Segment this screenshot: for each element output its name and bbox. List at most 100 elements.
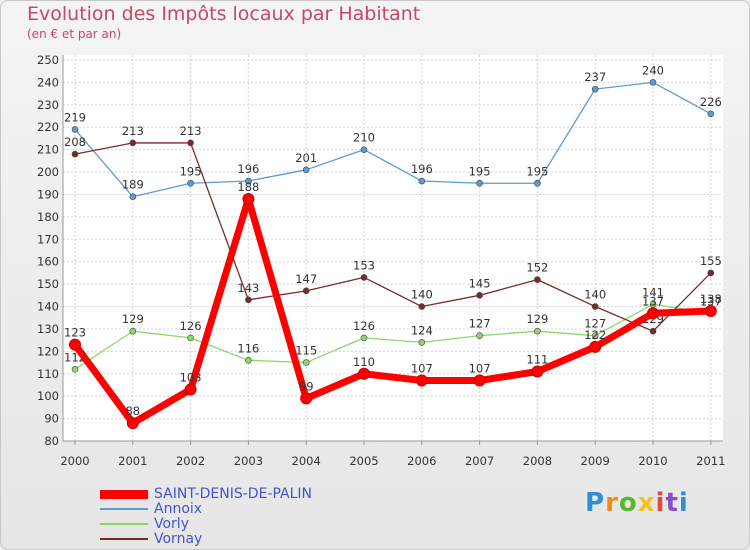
data-label-vorly: 127 [469, 317, 491, 331]
data-label-annoix: 195 [469, 164, 491, 178]
y-tick-label: 90 [44, 412, 59, 426]
series-line-vorly [74, 303, 711, 370]
data-point-vorly [129, 327, 137, 335]
data-label-annoix: 219 [64, 110, 86, 124]
data-label-vornay: 153 [353, 258, 375, 272]
x-tick-label: 2011 [696, 454, 725, 468]
data-label-vorly: 141 [642, 285, 664, 299]
y-tick-label: 150 [37, 277, 59, 291]
data-label-vornay: 140 [411, 288, 433, 302]
y-tick-label: 230 [37, 98, 59, 112]
y-tick-label: 180 [37, 210, 59, 224]
data-label-saint-denis-de-palin: 122 [584, 328, 606, 342]
data-point-saint-denis-de-palin [126, 417, 139, 430]
data-point-annoix [534, 179, 541, 187]
data-point-vorly [71, 365, 79, 373]
x-tick-label: 2005 [349, 454, 378, 468]
y-tick-label: 200 [37, 165, 59, 179]
legend-label: Vorly [154, 516, 189, 532]
data-label-annoix: 226 [700, 95, 722, 109]
chart-subtitle: (en € et par an) [27, 27, 122, 41]
data-point-vornay [418, 303, 426, 310]
data-point-vornay [534, 276, 541, 283]
data-label-vornay: 147 [295, 272, 317, 286]
data-point-vornay [707, 269, 715, 277]
data-label-saint-denis-de-palin: 88 [125, 404, 140, 418]
data-point-saint-denis-de-palin [242, 192, 255, 205]
legend-item: SAINT-DENIS-DE-PALIN [100, 486, 312, 502]
x-tick-label: 2002 [176, 454, 205, 468]
data-point-vorly [534, 327, 541, 335]
data-label-annoix: 201 [295, 151, 317, 165]
data-point-vorly [360, 334, 368, 342]
data-label-annoix: 195 [180, 164, 202, 178]
data-label-annoix: 196 [237, 162, 259, 176]
data-label-saint-denis-de-palin: 107 [411, 361, 433, 375]
y-tick-label: 110 [37, 367, 59, 381]
legend-label: Vornay [154, 531, 203, 547]
data-label-annoix: 237 [584, 70, 606, 84]
x-tick-label: 2009 [581, 454, 610, 468]
legend-item: Vorly [100, 516, 189, 532]
data-label-annoix: 195 [526, 164, 548, 178]
data-label-vornay: 145 [469, 276, 491, 290]
data-label-saint-denis-de-palin: 99 [299, 379, 314, 393]
data-label-saint-denis-de-palin: 107 [469, 361, 491, 375]
y-tick-label: 160 [37, 255, 59, 269]
data-point-annoix [245, 177, 252, 185]
y-tick-label: 210 [37, 143, 59, 157]
x-tick-label: 2004 [292, 454, 321, 468]
data-label-annoix: 189 [122, 178, 144, 192]
data-label-saint-denis-de-palin: 110 [353, 355, 375, 369]
legend-swatch [100, 523, 148, 525]
data-point-saint-denis-de-palin [69, 338, 81, 351]
data-label-saint-denis-de-palin: 137 [642, 294, 664, 308]
data-label-vornay: 208 [64, 135, 86, 149]
data-label-annoix: 240 [642, 63, 664, 77]
legend-item: Vornay [100, 531, 202, 547]
series-line-vornay [74, 142, 712, 332]
data-label-vornay: 213 [180, 124, 202, 138]
series-line-saint-denis-de-palin [72, 195, 711, 427]
plot-area [63, 55, 723, 441]
data-label-saint-denis-de-palin: 123 [64, 326, 86, 340]
x-tick-label: 2001 [118, 454, 147, 468]
data-point-annoix [649, 79, 657, 86]
data-label-saint-denis-de-palin: 111 [526, 353, 548, 367]
data-point-saint-denis-de-palin [589, 340, 602, 353]
legend-swatch [100, 489, 148, 499]
data-point-annoix [71, 126, 79, 133]
legend-label: Annoix [154, 501, 203, 517]
data-point-annoix [591, 85, 599, 93]
data-point-vornay [591, 303, 599, 310]
data-point-annoix [360, 146, 368, 153]
legend-label: SAINT-DENIS-DE-PALIN [154, 486, 313, 502]
y-tick-label: 80 [44, 434, 59, 448]
data-point-saint-denis-de-palin [415, 374, 428, 387]
x-tick-label: 2000 [60, 454, 89, 468]
x-tick-label: 2010 [638, 454, 667, 468]
data-label-saint-denis-de-palin: 188 [237, 180, 259, 194]
data-point-saint-denis-de-palin [531, 365, 544, 378]
data-point-vorly [476, 332, 483, 339]
data-point-vornay [476, 292, 483, 299]
data-point-vornay [245, 296, 252, 304]
legend-swatch [100, 508, 148, 510]
data-point-vornay [360, 274, 368, 281]
data-label-vornay: 213 [122, 124, 144, 138]
data-point-vornay [649, 327, 657, 335]
data-point-annoix [476, 179, 483, 187]
data-label-vorly: 124 [411, 323, 433, 337]
data-label-vorly: 126 [353, 319, 375, 333]
data-label-vornay: 140 [584, 288, 606, 302]
legend-swatch [100, 538, 148, 540]
proxiti-logo: Proxiti [585, 488, 689, 518]
y-tick-label: 170 [37, 232, 59, 246]
data-label-vornay: 155 [700, 254, 722, 268]
data-label-saint-denis-de-palin: 138 [700, 292, 722, 306]
data-label-vornay: 143 [237, 281, 259, 295]
y-tick-label: 240 [37, 75, 59, 89]
data-label-annoix: 196 [411, 162, 433, 176]
data-point-annoix [418, 177, 426, 185]
